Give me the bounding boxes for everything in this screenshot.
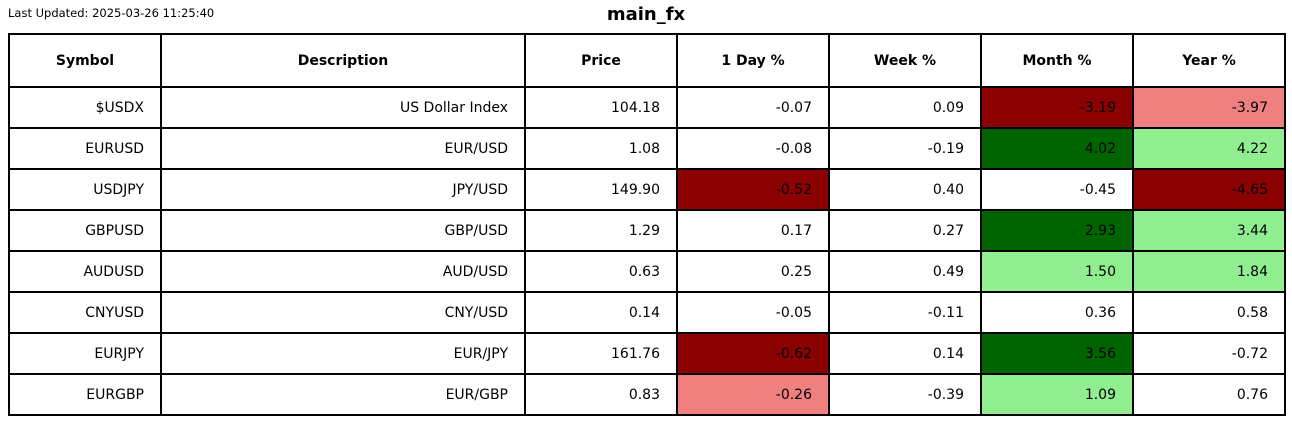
table-row: EURGBP EUR/GBP 0.83 -0.26 -0.39 1.09 0.76 [8,373,1286,416]
symbol-cell: CNYUSD [8,291,162,334]
description-cell: EUR/JPY [160,332,526,375]
day-change-cell: -0.08 [676,127,830,170]
week-change-cell: 0.40 [828,168,982,211]
table-row: EURJPY EUR/JPY 161.76 -0.62 0.14 3.56 -0.72 [8,332,1286,375]
day-change-cell: 0.17 [676,209,830,252]
day-change-cell: -0.26 [676,373,830,416]
table-header-row: Symbol Description Price 1 Day % Week % … [8,33,1286,88]
description-cell: JPY/USD [160,168,526,211]
month-change-cell: -0.45 [980,168,1134,211]
year-change-cell: 4.22 [1132,127,1286,170]
column-header-week: Week % [828,33,982,88]
table-row: $USDX US Dollar Index 104.18 -0.07 0.09 -3.19… [8,86,1286,129]
description-cell: EUR/GBP [160,373,526,416]
price-cell: 1.08 [524,127,678,170]
symbol-cell: EURUSD [8,127,162,170]
day-change-cell: -0.07 [676,86,830,129]
week-change-cell: -0.11 [828,291,982,334]
column-header-year: Year % [1132,33,1286,88]
month-change-cell: 2.93 [980,209,1134,252]
price-cell: 161.76 [524,332,678,375]
page-title: main_fx [606,4,686,25]
symbol-cell: GBPUSD [8,209,162,252]
column-header-price: Price [524,33,678,88]
column-header-symbol: Symbol [8,33,162,88]
table-row: AUDUSD AUD/USD 0.63 0.25 0.49 1.50 1.84 [8,250,1286,293]
week-change-cell: -0.19 [828,127,982,170]
week-change-cell: 0.09 [828,86,982,129]
price-cell: 0.63 [524,250,678,293]
day-change-cell: -0.52 [676,168,830,211]
year-change-cell: -3.97 [1132,86,1286,129]
description-cell: US Dollar Index [160,86,526,129]
fx-table: Symbol Description Price 1 Day % Week % … [8,33,1286,416]
year-change-cell: 3.44 [1132,209,1286,252]
month-change-cell: 3.56 [980,332,1134,375]
price-cell: 104.18 [524,86,678,129]
column-header-month: Month % [980,33,1134,88]
year-change-cell: 0.76 [1132,373,1286,416]
table-row: CNYUSD CNY/USD 0.14 -0.05 -0.11 0.36 0.58 [8,291,1286,334]
week-change-cell: 0.14 [828,332,982,375]
day-change-cell: 0.25 [676,250,830,293]
price-cell: 0.83 [524,373,678,416]
month-change-cell: 4.02 [980,127,1134,170]
symbol-cell: EURJPY [8,332,162,375]
price-cell: 0.14 [524,291,678,334]
description-cell: CNY/USD [160,291,526,334]
last-updated-label: Last Updated: 2025-03-26 11:25:40 [8,6,215,20]
symbol-cell: AUDUSD [8,250,162,293]
week-change-cell: 0.27 [828,209,982,252]
price-cell: 149.90 [524,168,678,211]
week-change-cell: -0.39 [828,373,982,416]
month-change-cell: 1.50 [980,250,1134,293]
year-change-cell: 1.84 [1132,250,1286,293]
day-change-cell: -0.62 [676,332,830,375]
table-row: USDJPY JPY/USD 149.90 -0.52 0.40 -0.45 -4.65 [8,168,1286,211]
year-change-cell: -0.72 [1132,332,1286,375]
day-change-cell: -0.05 [676,291,830,334]
description-cell: EUR/USD [160,127,526,170]
symbol-cell: USDJPY [8,168,162,211]
symbol-cell: $USDX [8,86,162,129]
table-row: EURUSD EUR/USD 1.08 -0.08 -0.19 4.02 4.22 [8,127,1286,170]
fx-table-body: $USDX US Dollar Index 104.18 -0.07 0.09 -3.19… [8,86,1286,416]
price-cell: 1.29 [524,209,678,252]
week-change-cell: 0.49 [828,250,982,293]
description-cell: AUD/USD [160,250,526,293]
month-change-cell: -3.19 [980,86,1134,129]
table-row: GBPUSD GBP/USD 1.29 0.17 0.27 2.93 3.44 [8,209,1286,252]
column-header-description: Description [160,33,526,88]
symbol-cell: EURGBP [8,373,162,416]
month-change-cell: 1.09 [980,373,1134,416]
description-cell: GBP/USD [160,209,526,252]
year-change-cell: 0.58 [1132,291,1286,334]
month-change-cell: 0.36 [980,291,1134,334]
year-change-cell: -4.65 [1132,168,1286,211]
column-header-day: 1 Day % [676,33,830,88]
